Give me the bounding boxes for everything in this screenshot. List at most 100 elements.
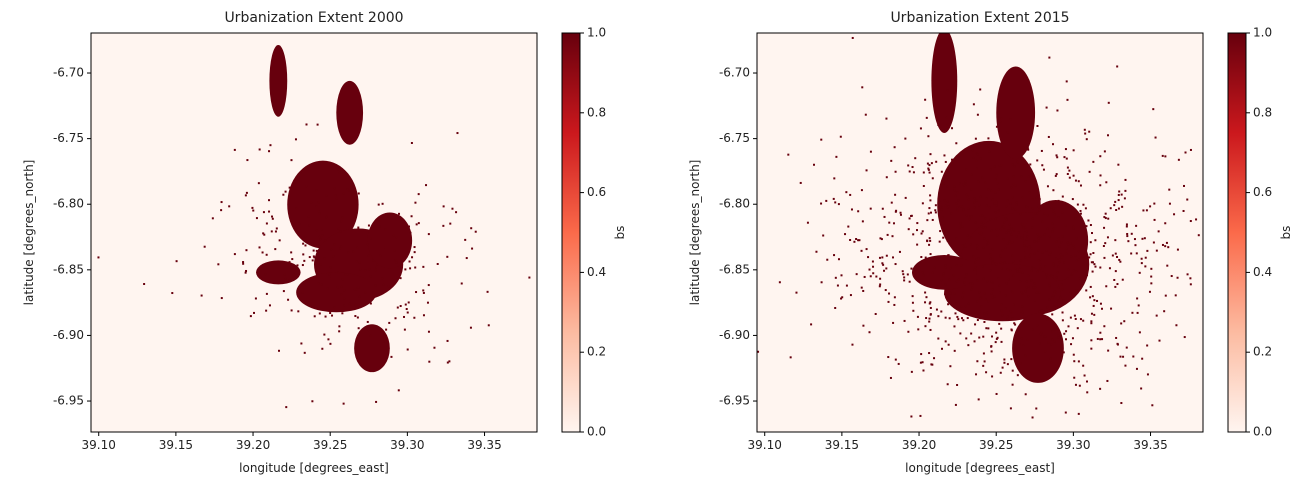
urban-pixel	[946, 89, 949, 92]
urban-pixel	[1060, 283, 1063, 286]
urban-pixel	[316, 252, 319, 255]
urban-pixel	[304, 244, 307, 247]
urban-pixel	[795, 291, 798, 294]
urban-pixel	[1044, 335, 1047, 338]
y-tick-label: -6.80	[719, 197, 750, 211]
urban-pixel	[1051, 338, 1054, 341]
urban-pixel	[394, 259, 397, 262]
urban-pixel	[292, 273, 295, 276]
urban-pixel	[1115, 336, 1118, 339]
urban-pixel	[217, 263, 220, 266]
urban-pixel	[1009, 202, 1012, 205]
urban-pixel	[1033, 240, 1036, 243]
urban-pixel	[961, 317, 964, 320]
urban-pixel	[995, 392, 998, 395]
urban-pixel	[1046, 306, 1049, 309]
urban-pixel	[907, 164, 910, 167]
urban-pixel	[258, 148, 261, 151]
urban-pixel	[930, 363, 933, 366]
urban-pixel	[1010, 328, 1013, 331]
urban-pixel	[1044, 350, 1047, 353]
urban-pixel	[395, 236, 398, 239]
urban-pixel	[862, 324, 865, 327]
urban-pixel	[887, 356, 890, 359]
urban-pixel	[1197, 234, 1200, 237]
urban-pixel	[265, 309, 268, 312]
x-tick-label: 39.30	[390, 438, 424, 452]
urban-pixel	[990, 345, 993, 348]
urban-pixel	[311, 400, 314, 403]
urban-pixel	[265, 222, 268, 225]
urban-pixel	[1050, 343, 1053, 346]
urban-pixel	[1024, 393, 1027, 396]
urban-pixel	[1125, 346, 1128, 349]
urban-pixel	[285, 406, 288, 409]
x-tick-label: 39.35	[467, 438, 501, 452]
urban-pixel	[966, 234, 969, 237]
urban-pixel	[911, 166, 914, 169]
urban-pixel	[1006, 315, 1009, 318]
urban-pixel	[972, 255, 975, 258]
urban-pixel	[1055, 173, 1058, 176]
urban-pixel	[254, 297, 257, 300]
urban-pixel	[422, 291, 425, 294]
urban-pixel	[1075, 259, 1078, 262]
urban-pixel	[974, 311, 977, 314]
urban-pixel	[446, 339, 449, 342]
urban-pixel	[1091, 270, 1094, 273]
urban-pixel	[1183, 336, 1186, 339]
urban-pixel	[1119, 260, 1122, 263]
urban-pixel	[947, 303, 950, 306]
urban-pixel	[265, 253, 268, 256]
urban-pixel	[1039, 258, 1042, 261]
urban-pixel	[1077, 360, 1080, 363]
urban-pixel	[1134, 244, 1137, 247]
urban-pixel	[1006, 199, 1009, 202]
urban-pixel	[1189, 277, 1192, 280]
urban-pixel	[315, 249, 318, 252]
urban-pixel	[1010, 290, 1013, 293]
y-tick-label: -6.80	[53, 197, 84, 211]
urban-pixel	[1003, 221, 1006, 224]
urban-pixel	[308, 224, 311, 227]
urban-pixel	[757, 350, 760, 353]
urban-pixel	[1158, 339, 1161, 342]
urban-pixel	[1041, 220, 1044, 223]
urban-pixel	[1114, 285, 1117, 288]
urban-pixel	[325, 216, 328, 219]
urban-pixel	[944, 283, 947, 286]
urban-pixel	[912, 309, 915, 312]
urban-pixel	[315, 229, 318, 232]
urban-pixel	[949, 267, 952, 270]
x-tick-label: 39.10	[82, 438, 116, 452]
urban-pixel	[1075, 289, 1078, 292]
urban-pixel	[820, 138, 823, 141]
urban-pixel	[862, 289, 865, 292]
urban-pixel	[1048, 298, 1051, 301]
urban-pixel	[1019, 280, 1022, 283]
urban-pixel	[951, 127, 954, 130]
urban-pixel	[928, 207, 931, 210]
urban-pixel	[307, 215, 310, 218]
urban-pixel	[857, 210, 860, 213]
urban-area	[269, 44, 288, 117]
urban-pixel	[1051, 275, 1054, 278]
urban-pixel	[999, 228, 1002, 231]
urban-pixel	[1010, 227, 1013, 230]
urban-pixel	[275, 227, 278, 230]
urban-pixel	[340, 293, 343, 296]
urban-pixel	[995, 174, 998, 177]
urban-pixel	[893, 303, 896, 306]
urban-pixel	[1119, 355, 1122, 358]
colorbar-tick-label: 0.6	[587, 185, 606, 199]
urban-pixel	[1051, 230, 1054, 233]
urban-pixel	[1019, 362, 1022, 365]
urban-pixel	[220, 201, 223, 204]
urban-pixel	[820, 202, 823, 205]
urban-pixel	[263, 233, 266, 236]
urban-pixel	[333, 243, 336, 246]
urban-pixel	[1048, 282, 1051, 285]
urban-pixel	[865, 169, 868, 172]
urban-pixel	[1150, 267, 1153, 270]
urban-pixel	[246, 159, 249, 162]
